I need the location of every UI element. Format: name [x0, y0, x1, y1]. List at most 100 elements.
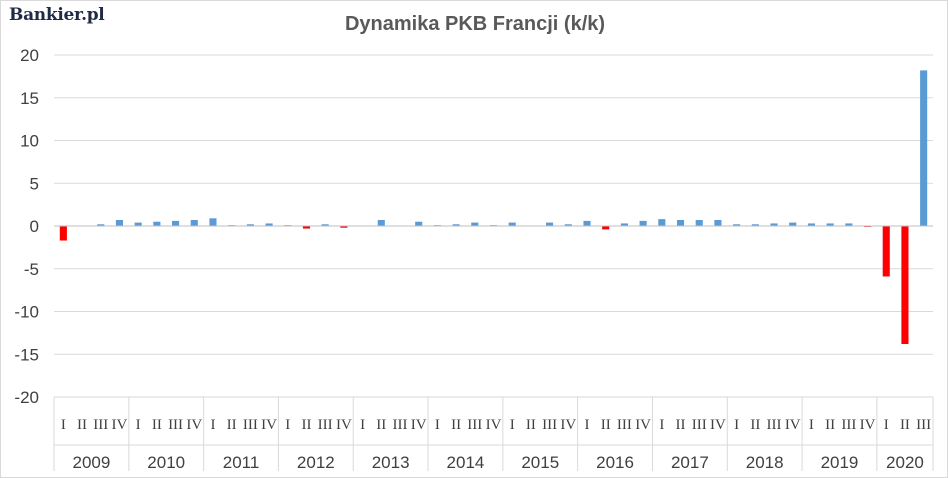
quarter-label: IV: [336, 417, 352, 433]
quarter-label: I: [136, 417, 141, 433]
quarter-label: I: [585, 417, 590, 433]
bar: [620, 223, 628, 226]
year-label: 2015: [521, 453, 559, 472]
year-label: 2009: [72, 453, 110, 472]
year-label: 2016: [596, 453, 634, 472]
quarter-label: IV: [186, 417, 202, 433]
quarter-label: I: [360, 417, 365, 433]
bar: [583, 220, 591, 226]
quarter-label: II: [451, 417, 461, 433]
quarter-label: I: [210, 417, 215, 433]
year-label: 2019: [821, 453, 859, 472]
quarter-label: II: [227, 417, 237, 433]
bar: [134, 222, 142, 226]
quarter-label: IV: [112, 417, 128, 433]
quarter-label: III: [467, 417, 482, 433]
quarter-label: IV: [560, 417, 576, 433]
quarter-label: II: [601, 417, 611, 433]
y-tick-label: 10: [20, 132, 39, 151]
y-tick-label: 5: [30, 174, 39, 193]
bar: [564, 224, 572, 226]
y-tick-label: 15: [20, 89, 39, 108]
year-label: 2011: [223, 453, 260, 472]
year-label: 2018: [746, 453, 784, 472]
bar: [172, 220, 180, 226]
quarter-label: I: [61, 417, 66, 433]
bar: [59, 226, 67, 241]
quarter-label: III: [841, 417, 856, 433]
bar: [882, 226, 890, 277]
bar: [153, 221, 161, 226]
quarter-label: IV: [785, 417, 801, 433]
y-tick-label: -15: [14, 345, 39, 364]
bar: [826, 223, 834, 226]
bar: [789, 222, 797, 226]
bar: [901, 226, 909, 344]
quarter-label: I: [510, 417, 515, 433]
bar: [920, 70, 928, 226]
quarter-label: III: [392, 417, 407, 433]
quarter-label: III: [767, 417, 782, 433]
bar: [115, 220, 124, 226]
bar: [602, 226, 610, 230]
bar: [733, 224, 741, 226]
year-label: 2014: [447, 453, 485, 472]
bar: [658, 219, 666, 226]
bar: [845, 223, 853, 226]
bar: [246, 224, 254, 226]
y-tick-label: -20: [14, 388, 39, 407]
chart-title: Dynamika PKB Francji (k/k): [344, 13, 606, 35]
quarter-label: III: [243, 417, 258, 433]
bar: [321, 224, 329, 226]
year-label: 2013: [372, 453, 410, 472]
quarter-label: III: [318, 417, 333, 433]
y-tick-label: 20: [20, 46, 39, 65]
quarter-label: IV: [411, 417, 427, 433]
bar: [265, 223, 273, 226]
quarter-label: III: [617, 417, 632, 433]
quarter-label: I: [435, 417, 440, 433]
quarter-label: IV: [635, 417, 651, 433]
bar: [377, 220, 385, 226]
bar: [695, 220, 703, 226]
year-label: 2020: [886, 453, 924, 472]
year-label: 2012: [297, 453, 335, 472]
quarter-label: II: [750, 417, 760, 433]
quarter-label: III: [542, 417, 557, 433]
bar: [770, 223, 778, 226]
quarter-label: I: [659, 417, 664, 433]
quarter-label: II: [526, 417, 536, 433]
bar: [415, 221, 423, 226]
quarter-label: II: [77, 417, 87, 433]
bars: [59, 70, 928, 344]
quarter-label: II: [152, 417, 162, 433]
bar: [807, 223, 815, 226]
bar: [190, 220, 198, 226]
y-tick-label: -5: [24, 260, 39, 279]
quarter-label: I: [285, 417, 290, 433]
quarter-label: I: [734, 417, 739, 433]
quarter-label: III: [692, 417, 707, 433]
bankier-logo: Bankier.pl: [9, 5, 105, 25]
y-tick-label: -10: [14, 303, 39, 322]
bar: [209, 218, 217, 226]
bar: [302, 226, 311, 229]
bar: [97, 224, 105, 226]
bar: [452, 224, 460, 226]
quarter-label: II: [900, 417, 910, 433]
quarter-label: III: [93, 417, 108, 433]
quarter-label: II: [376, 417, 386, 433]
quarter-label: IV: [710, 417, 726, 433]
year-label: 2010: [147, 453, 185, 472]
bar: [508, 222, 516, 226]
year-label: 2017: [671, 453, 709, 472]
quarter-label: III: [916, 417, 931, 433]
quarter-label: II: [301, 417, 311, 433]
bar: [676, 220, 685, 226]
bar: [340, 226, 348, 228]
bar: [751, 224, 759, 226]
quarter-label: IV: [261, 417, 277, 433]
